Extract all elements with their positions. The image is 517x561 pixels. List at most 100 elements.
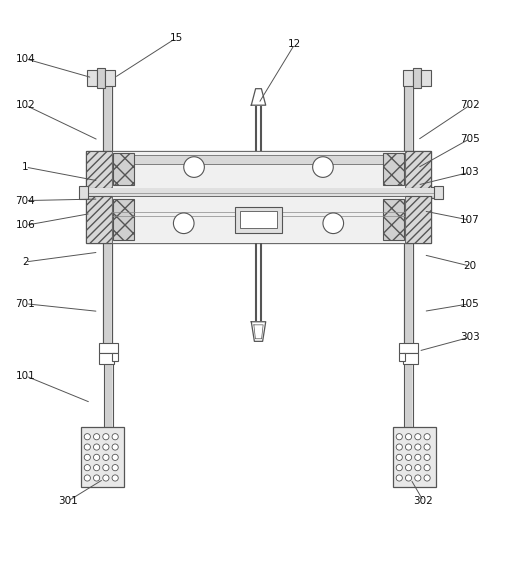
- Bar: [404, 77, 413, 347]
- Bar: [113, 199, 134, 240]
- Circle shape: [313, 157, 333, 177]
- Circle shape: [424, 434, 430, 440]
- Circle shape: [94, 454, 100, 461]
- Circle shape: [112, 444, 118, 450]
- Bar: [413, 68, 421, 88]
- Text: 701: 701: [16, 298, 35, 309]
- Text: 702: 702: [460, 100, 480, 110]
- Circle shape: [103, 444, 109, 450]
- Text: 302: 302: [414, 496, 433, 506]
- Text: 105: 105: [460, 298, 480, 309]
- Bar: [112, 353, 118, 361]
- Circle shape: [396, 434, 402, 440]
- Bar: [403, 70, 413, 86]
- Bar: [86, 196, 112, 243]
- Circle shape: [405, 475, 412, 481]
- Bar: [113, 153, 134, 185]
- Bar: [112, 150, 405, 188]
- Bar: [421, 70, 431, 86]
- Bar: [104, 345, 113, 479]
- Text: 20: 20: [463, 261, 477, 271]
- Circle shape: [415, 475, 421, 481]
- Circle shape: [103, 465, 109, 471]
- Text: 303: 303: [460, 332, 480, 342]
- Bar: [81, 427, 125, 487]
- Circle shape: [94, 434, 100, 440]
- Bar: [399, 343, 418, 353]
- Bar: [405, 345, 412, 479]
- Bar: [103, 77, 112, 347]
- Text: 301: 301: [58, 496, 78, 506]
- Bar: [81, 187, 436, 198]
- Bar: [403, 353, 418, 364]
- Bar: [112, 155, 405, 164]
- Bar: [86, 150, 431, 188]
- Circle shape: [415, 434, 421, 440]
- Circle shape: [405, 465, 412, 471]
- Text: 102: 102: [16, 100, 35, 110]
- Circle shape: [396, 465, 402, 471]
- Circle shape: [84, 465, 90, 471]
- Circle shape: [84, 434, 90, 440]
- Circle shape: [84, 475, 90, 481]
- Circle shape: [184, 157, 204, 177]
- Circle shape: [84, 444, 90, 450]
- Circle shape: [424, 444, 430, 450]
- Circle shape: [103, 454, 109, 461]
- Circle shape: [112, 434, 118, 440]
- Circle shape: [415, 465, 421, 471]
- Bar: [79, 186, 88, 199]
- Bar: [112, 196, 405, 243]
- Text: 15: 15: [170, 33, 183, 43]
- Circle shape: [94, 475, 100, 481]
- Circle shape: [84, 454, 90, 461]
- Text: 2: 2: [22, 257, 29, 267]
- Bar: [405, 77, 412, 347]
- Bar: [399, 353, 405, 361]
- Circle shape: [103, 475, 109, 481]
- Text: 104: 104: [16, 54, 35, 64]
- Bar: [392, 427, 436, 487]
- Circle shape: [405, 444, 412, 450]
- Bar: [97, 68, 105, 88]
- Bar: [87, 70, 97, 86]
- Bar: [86, 150, 112, 188]
- Circle shape: [112, 454, 118, 461]
- Bar: [405, 150, 431, 188]
- Circle shape: [103, 434, 109, 440]
- Bar: [86, 196, 431, 243]
- Bar: [83, 188, 434, 196]
- Bar: [404, 345, 413, 479]
- Bar: [434, 186, 443, 199]
- Circle shape: [415, 454, 421, 461]
- Polygon shape: [251, 89, 266, 105]
- Bar: [104, 77, 111, 347]
- Circle shape: [424, 465, 430, 471]
- Bar: [383, 153, 404, 185]
- Circle shape: [112, 465, 118, 471]
- Text: 705: 705: [460, 134, 480, 144]
- Circle shape: [405, 434, 412, 440]
- Bar: [240, 211, 277, 228]
- Circle shape: [424, 475, 430, 481]
- Bar: [235, 207, 282, 233]
- Circle shape: [405, 454, 412, 461]
- Text: 12: 12: [288, 39, 301, 49]
- Text: 103: 103: [460, 167, 480, 177]
- Circle shape: [112, 475, 118, 481]
- Text: 101: 101: [16, 371, 35, 381]
- Polygon shape: [251, 322, 266, 341]
- Bar: [405, 196, 431, 243]
- Text: 1: 1: [22, 162, 29, 172]
- Circle shape: [396, 444, 402, 450]
- Circle shape: [173, 213, 194, 233]
- Circle shape: [415, 444, 421, 450]
- Text: 704: 704: [16, 196, 35, 205]
- Bar: [99, 343, 118, 353]
- Circle shape: [396, 475, 402, 481]
- Circle shape: [323, 213, 344, 233]
- Circle shape: [424, 454, 430, 461]
- Bar: [105, 70, 115, 86]
- Bar: [99, 353, 114, 364]
- Text: 107: 107: [460, 215, 480, 225]
